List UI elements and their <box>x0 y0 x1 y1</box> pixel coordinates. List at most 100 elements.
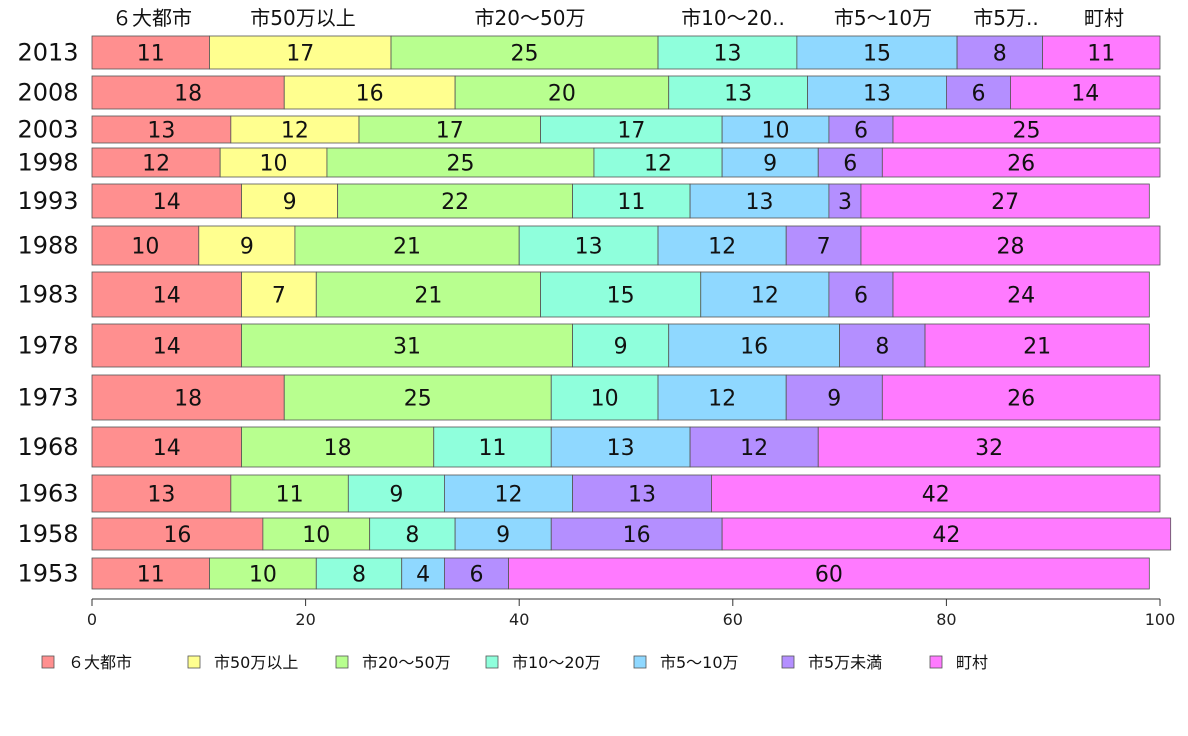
bar-segment <box>358 115 541 144</box>
legend-label: 市5万未満 <box>808 653 882 672</box>
segment-value-label: 8 <box>352 563 366 588</box>
legend-label: 町村 <box>956 653 988 672</box>
segment-value-label: 26 <box>1007 152 1035 177</box>
bar-segment <box>572 474 712 513</box>
segment-value-label: 11 <box>137 563 165 588</box>
top-label-0: ６大都市 <box>112 6 192 30</box>
segment-value-label: 13 <box>628 483 656 508</box>
segment-value-label: 16 <box>356 82 384 107</box>
year-label: 1998 <box>17 149 78 177</box>
x-axis: 0 20 40 60 80 100 <box>87 598 1176 629</box>
top-label-5: 市5万.. <box>973 6 1038 30</box>
legend-swatch <box>485 655 499 669</box>
segment-value-label: 12 <box>751 284 779 309</box>
segment-value-label: 18 <box>174 387 202 412</box>
segment-value-label: 14 <box>153 335 181 360</box>
bar-segment <box>347 474 445 513</box>
segment-value-label: 28 <box>996 235 1024 260</box>
segment-value-label: 42 <box>922 483 950 508</box>
bar-segment <box>230 474 349 513</box>
segment-value-label: 9 <box>614 335 628 360</box>
bar-segment <box>230 115 360 144</box>
bar-segment <box>828 183 862 219</box>
segment-value-label: 13 <box>724 82 752 107</box>
segment-value-label: 16 <box>623 523 651 548</box>
bar-segment <box>860 225 1161 266</box>
bar-segment <box>91 271 242 318</box>
legend-swatch <box>633 655 647 669</box>
x-tick-label: 20 <box>295 610 315 629</box>
segment-value-label: 21 <box>414 284 442 309</box>
segment-value-label: 9 <box>240 235 254 260</box>
legend-swatch <box>781 655 795 669</box>
bar-segment <box>433 426 552 468</box>
bar-segment <box>91 183 242 219</box>
bar-segment <box>860 183 1150 219</box>
segment-value-label: 32 <box>975 436 1003 461</box>
segment-value-label: 14 <box>1071 82 1099 107</box>
bar-segment <box>91 323 242 368</box>
segment-value-label: 6 <box>843 152 857 177</box>
segment-value-label: 10 <box>591 387 619 412</box>
top-label-1: 市50万以上 <box>250 6 355 30</box>
top-label-2: 市20～50万 <box>475 6 586 30</box>
segment-value-label: 13 <box>575 235 603 260</box>
bar-row-1993: 1993 14 9 22 11 13 3 27 <box>17 183 1150 219</box>
bar-segment <box>839 323 926 368</box>
bar-segment <box>721 115 830 144</box>
bar-segment <box>390 35 659 70</box>
bar-segment <box>219 147 328 178</box>
legend: ６大都市 市50万以上 市20～50万 市10～20万 市5～10万 市5万未満 町村 <box>41 653 988 672</box>
bar-segment <box>946 75 1011 110</box>
bar-segment <box>540 271 702 318</box>
bar-segment <box>700 271 830 318</box>
segment-value-label: 22 <box>441 190 469 215</box>
segment-value-label: 6 <box>854 284 868 309</box>
x-tick-label: 100 <box>1145 610 1176 629</box>
bar-segment <box>1042 35 1161 70</box>
segment-value-label: 12 <box>708 235 736 260</box>
segment-value-label: 11 <box>479 436 507 461</box>
top-label-6: 町村 <box>1084 6 1124 30</box>
year-label: 1988 <box>17 232 78 260</box>
top-label-3: 市10～20.. <box>681 6 785 30</box>
segment-value-label: 11 <box>1087 42 1115 67</box>
bar-segment <box>209 557 317 590</box>
bar-row-1983: 1983 14 7 21 15 12 6 24 <box>17 271 1150 318</box>
bar-segment <box>881 374 1161 421</box>
legend-label: 市20～50万 <box>362 653 451 672</box>
year-label: 2003 <box>17 116 78 144</box>
bar-segment <box>657 225 787 266</box>
segment-value-label: 9 <box>496 523 510 548</box>
bar-segment <box>892 115 1161 144</box>
segment-value-label: 17 <box>617 119 645 144</box>
bar-segment <box>956 35 1043 70</box>
segment-value-label: 25 <box>446 152 474 177</box>
bar-segment <box>369 517 456 551</box>
bar-row-1973: 1973 18 25 10 12 9 26 <box>17 374 1161 421</box>
segment-value-label: 4 <box>416 563 430 588</box>
bar-segment <box>283 75 456 110</box>
bar-segment <box>657 374 787 421</box>
bar-segment <box>924 323 1150 368</box>
bar-segment <box>828 271 894 318</box>
segment-value-label: 9 <box>827 387 841 412</box>
segment-value-label: 16 <box>740 335 768 360</box>
year-label: 1968 <box>17 433 78 461</box>
bar-row-2013: 2013 11 17 25 13 15 8 11 <box>17 35 1161 70</box>
segment-value-label: 27 <box>991 190 1019 215</box>
bar-segment <box>785 225 862 266</box>
segment-value-label: 7 <box>272 284 286 309</box>
segment-value-label: 8 <box>993 42 1007 67</box>
bar-row-2008: 2008 18 16 20 13 13 6 14 <box>17 75 1161 110</box>
bar-segment <box>1010 75 1161 110</box>
x-tick-label: 40 <box>509 610 529 629</box>
segment-value-label: 60 <box>815 563 843 588</box>
legend-swatch <box>41 655 55 669</box>
year-label: 1963 <box>17 480 78 508</box>
bar-segment <box>283 374 552 421</box>
segment-value-label: 10 <box>302 523 330 548</box>
legend-swatch <box>929 655 943 669</box>
segment-value-label: 21 <box>1023 335 1051 360</box>
